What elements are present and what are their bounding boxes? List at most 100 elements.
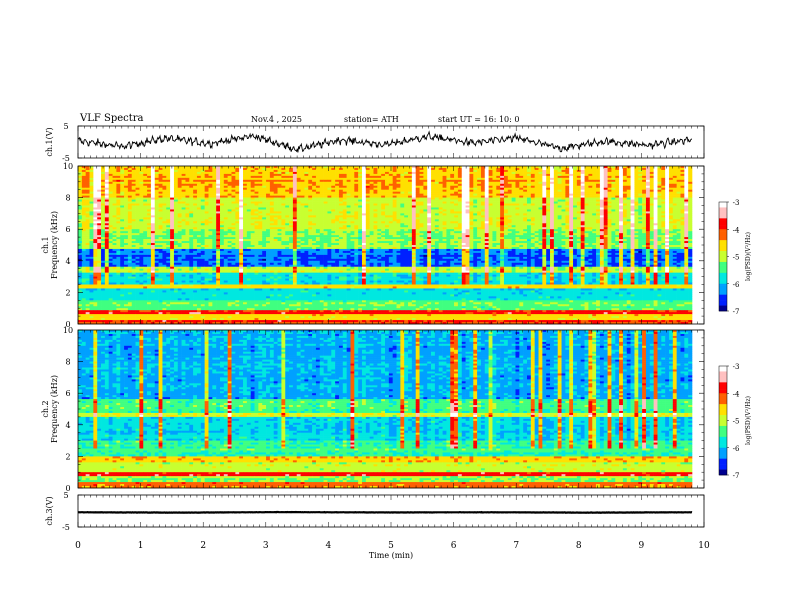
ch1-spectrogram-cell bbox=[182, 200, 186, 202]
ch1-spectrogram-cell bbox=[404, 209, 408, 211]
ch1-spectrogram-cell bbox=[627, 200, 631, 202]
ch1-spectrogram-cell bbox=[531, 213, 535, 215]
ch1-spectrogram-cell bbox=[634, 184, 638, 186]
ch1-spectrogram-cell bbox=[385, 217, 389, 219]
ch1-spectrogram-cell bbox=[481, 202, 485, 204]
ch1-spectrogram-cell bbox=[274, 200, 278, 202]
ch1-spectrogram-cell bbox=[274, 192, 278, 194]
ch1-spectrogram-cell bbox=[82, 221, 86, 223]
ch1-spectrogram-cell bbox=[182, 168, 186, 170]
ch1-spectrogram-cell bbox=[654, 196, 658, 198]
ch1-spectrogram-cell bbox=[331, 217, 335, 219]
ch1-spectrogram-cell bbox=[458, 180, 462, 182]
ch1-spectrogram-cell bbox=[669, 184, 673, 186]
ch1-spectrogram-cell bbox=[120, 198, 124, 200]
ch1-spectrogram-cell bbox=[324, 207, 328, 209]
ch1-spectrogram-cell bbox=[592, 202, 596, 204]
ch1-spectrogram-cell bbox=[155, 213, 159, 215]
ch1-spectrogram-cell bbox=[558, 204, 562, 206]
ch1-spectrogram-cell bbox=[201, 176, 205, 178]
ch1-spectrogram-cell bbox=[669, 213, 673, 215]
ch1-spectrogram-cell bbox=[427, 198, 431, 200]
ch1-spectrogram-cell bbox=[304, 198, 308, 200]
ch1-spectrogram-cell bbox=[515, 176, 519, 178]
ch1-spectrogram-cell bbox=[155, 206, 159, 208]
ch1-spectrogram-cell bbox=[427, 170, 431, 172]
ch1-spectrogram-cell bbox=[281, 198, 285, 200]
ch1-spectrogram-cell bbox=[412, 192, 416, 194]
ch1-spectrogram-cell bbox=[588, 209, 592, 211]
ch1-spectrogram-cell bbox=[500, 213, 504, 215]
ch1-spectrogram-cell bbox=[565, 200, 569, 202]
ch1-spectrogram-cell bbox=[262, 200, 266, 202]
ch1-spectrogram-cell bbox=[515, 213, 519, 215]
ch1-spectrogram-cell bbox=[235, 186, 239, 188]
ch1-spectrogram-cell bbox=[139, 178, 143, 180]
ch1-spectrogram-cell bbox=[431, 174, 435, 176]
ch1-spectrogram-cell bbox=[366, 198, 370, 200]
ch1-spectrogram-cell bbox=[412, 209, 416, 211]
ch1-spectrogram-cell bbox=[661, 182, 665, 184]
ch1-spectrogram-cell bbox=[531, 186, 535, 188]
ch1-spectrogram-cell bbox=[243, 202, 247, 204]
ch1-spectrogram-cell bbox=[443, 174, 447, 176]
ch1-spectrogram-cell bbox=[251, 188, 255, 190]
ch1-spectrogram-cell bbox=[366, 168, 370, 170]
ch1-spectrogram-cell bbox=[78, 186, 82, 188]
ch1-spectrogram-cell bbox=[393, 198, 397, 200]
ch1-spectrogram-cell bbox=[435, 188, 439, 190]
ch1-spectrogram-cell bbox=[385, 213, 389, 215]
ch1-spectrogram-cell bbox=[285, 211, 289, 213]
ch1-spectrogram-cell bbox=[235, 172, 239, 174]
ch1-spectrogram-cell bbox=[423, 221, 427, 223]
ch1-spectrogram-cell bbox=[339, 213, 343, 215]
ch1-spectrogram-cell bbox=[458, 221, 462, 223]
ch1-spectrogram-cell bbox=[373, 178, 377, 180]
ch1-spectrogram-cell bbox=[297, 200, 301, 202]
ch1-spectrogram-cell bbox=[573, 200, 577, 202]
ch1-spectrogram-cell bbox=[654, 206, 658, 208]
ch1-spectrogram-cell bbox=[638, 184, 642, 186]
ch1-spectrogram-cell bbox=[205, 172, 209, 174]
ch1-spectrogram-cell bbox=[657, 202, 661, 204]
ch1-spectrogram-cell bbox=[274, 198, 278, 200]
ch1-spectrogram-cell bbox=[680, 172, 684, 174]
ch1-spectrogram-cell bbox=[205, 198, 209, 200]
ch1-spectrogram-cell bbox=[358, 196, 362, 198]
ch1-spectrogram-cell bbox=[243, 170, 247, 172]
ch1-spectrogram-cell bbox=[608, 202, 612, 204]
ch1-spectrogram-cell bbox=[90, 192, 94, 194]
ch1-spectrogram-cell bbox=[604, 188, 608, 190]
ch1-spectrogram-cell bbox=[611, 198, 615, 200]
ch1-spectrogram-cell bbox=[631, 225, 635, 227]
ch1-spectrogram-cell bbox=[450, 225, 454, 227]
ch1-spectrogram-cell bbox=[281, 206, 285, 208]
ch1-spectrogram-cell bbox=[377, 207, 381, 209]
ch1-spectrogram-cell bbox=[82, 188, 86, 190]
ch1-spectrogram-cell bbox=[205, 215, 209, 217]
ch1-spectrogram-cell bbox=[508, 211, 512, 213]
ch1-spectrogram-cell bbox=[128, 168, 132, 170]
ch1-spectrogram-cell bbox=[281, 194, 285, 196]
ch1-spectrogram-cell bbox=[642, 204, 646, 206]
ch1-spectrogram-cell bbox=[270, 182, 274, 184]
ch1-spectrogram-cell bbox=[634, 202, 638, 204]
ch1-spectrogram-cell bbox=[139, 172, 143, 174]
ch1-spectrogram-cell bbox=[285, 207, 289, 209]
ch1-spectrogram-cell bbox=[512, 190, 516, 192]
ch1-spectrogram-cell bbox=[347, 204, 351, 206]
ch1-spectrogram-cell bbox=[657, 221, 661, 223]
ch1-spectrogram-cell bbox=[485, 223, 489, 225]
ch1-spectrogram-cell bbox=[224, 225, 228, 227]
ch1-spectrogram-cell bbox=[274, 213, 278, 215]
ch1-spectrogram-cell bbox=[170, 215, 174, 217]
ch1-spectrogram-cell bbox=[661, 215, 665, 217]
ch1-spectrogram-cell bbox=[588, 215, 592, 217]
ch1-spectrogram-cell bbox=[239, 190, 243, 192]
ch1-spectrogram-cell bbox=[316, 207, 320, 209]
ch1-spectrogram-cell bbox=[443, 172, 447, 174]
ch1-spectrogram-cell bbox=[297, 217, 301, 219]
ch1-spectrogram-cell bbox=[508, 178, 512, 180]
ch1-spectrogram-cell bbox=[178, 202, 182, 204]
ch1-spectrogram-cell bbox=[554, 215, 558, 217]
